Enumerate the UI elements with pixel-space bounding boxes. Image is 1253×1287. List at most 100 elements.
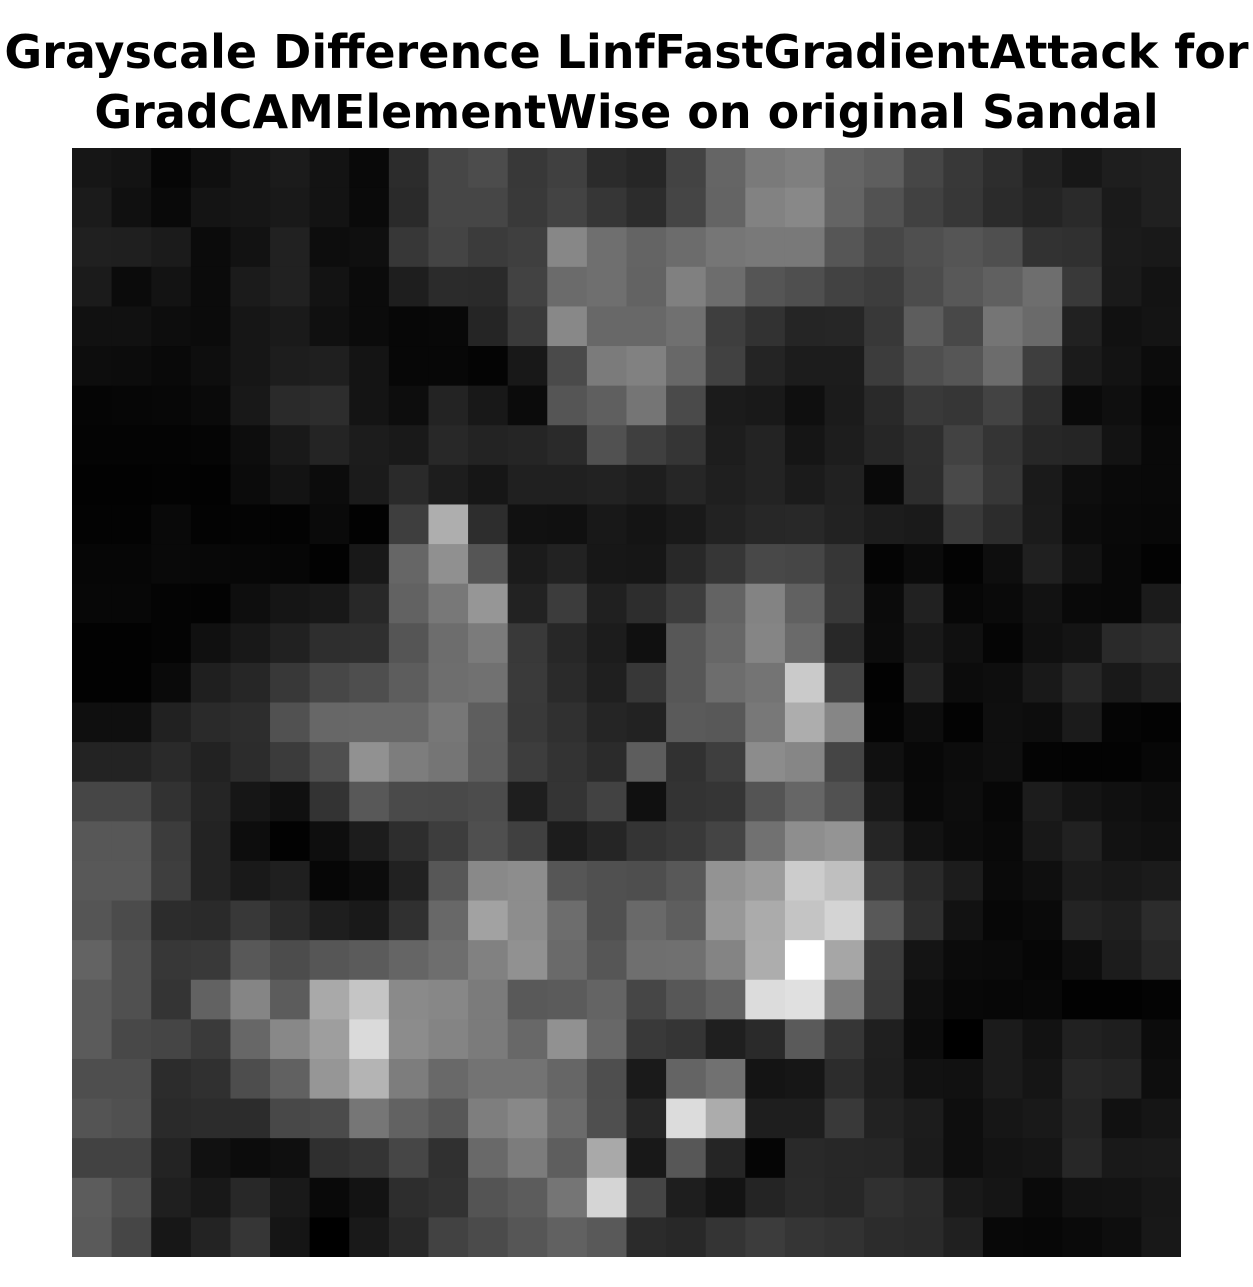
heatmap-cell bbox=[468, 979, 509, 1020]
heatmap-cell bbox=[72, 781, 113, 822]
heatmap-cell bbox=[309, 1138, 350, 1179]
heatmap-cell bbox=[824, 1138, 865, 1179]
heatmap-cell bbox=[230, 1217, 271, 1257]
heatmap-cell bbox=[1062, 425, 1103, 466]
heatmap-cell bbox=[982, 1098, 1024, 1139]
heatmap-cell bbox=[270, 821, 311, 862]
heatmap-cell bbox=[864, 187, 905, 228]
heatmap-cell bbox=[309, 623, 350, 664]
heatmap-cell bbox=[230, 781, 271, 822]
heatmap-cell bbox=[1141, 860, 1181, 902]
heatmap-cell bbox=[982, 742, 1024, 783]
heatmap-cell bbox=[864, 306, 905, 347]
heatmap-cell bbox=[784, 346, 826, 387]
heatmap-cell bbox=[705, 1177, 746, 1218]
heatmap-cell bbox=[428, 1138, 469, 1179]
heatmap-cell bbox=[190, 821, 232, 862]
heatmap-cell bbox=[349, 425, 390, 466]
heatmap-cell bbox=[745, 979, 786, 1020]
heatmap-cell bbox=[586, 544, 628, 585]
heatmap-cell bbox=[982, 1019, 1024, 1060]
heatmap-cell bbox=[309, 464, 350, 506]
heatmap-cell bbox=[626, 940, 667, 981]
heatmap-cell bbox=[903, 742, 944, 783]
heatmap-cell bbox=[745, 821, 786, 862]
heatmap-cell bbox=[903, 781, 944, 822]
heatmap-cell bbox=[190, 266, 232, 308]
heatmap-cell bbox=[784, 781, 826, 822]
heatmap-cell bbox=[349, 900, 390, 941]
heatmap-cell bbox=[1062, 1138, 1103, 1179]
heatmap-cell bbox=[982, 860, 1024, 902]
heatmap-cell bbox=[784, 425, 826, 466]
heatmap-cell bbox=[428, 464, 469, 506]
heatmap-cell bbox=[1141, 742, 1181, 783]
heatmap-cell bbox=[151, 227, 192, 268]
heatmap-cell bbox=[270, 306, 311, 347]
heatmap-cell bbox=[626, 306, 667, 347]
heatmap-cell bbox=[72, 742, 113, 783]
heatmap-cell bbox=[705, 504, 746, 545]
heatmap-cell bbox=[943, 544, 984, 585]
heatmap-cell bbox=[547, 425, 588, 466]
heatmap-cell bbox=[626, 1138, 667, 1179]
heatmap-cell bbox=[309, 781, 350, 822]
heatmap-cell bbox=[824, 148, 865, 189]
heatmap-cell bbox=[626, 1058, 667, 1100]
heatmap-cell bbox=[626, 464, 667, 506]
heatmap-cell bbox=[982, 821, 1024, 862]
heatmap-cell bbox=[388, 385, 430, 426]
heatmap-cell bbox=[388, 1177, 430, 1218]
heatmap-cell bbox=[626, 860, 667, 902]
heatmap-cell bbox=[626, 1098, 667, 1139]
heatmap-cell bbox=[982, 187, 1024, 228]
heatmap-cell bbox=[547, 940, 588, 981]
heatmap-cell bbox=[666, 1217, 707, 1257]
heatmap-cell bbox=[547, 227, 588, 268]
heatmap-cell bbox=[784, 860, 826, 902]
heatmap-cell bbox=[903, 464, 944, 506]
heatmap-cell bbox=[745, 1177, 786, 1218]
heatmap-cell bbox=[666, 821, 707, 862]
heatmap-cell bbox=[784, 940, 826, 981]
heatmap-cell bbox=[903, 346, 944, 387]
heatmap-cell bbox=[1022, 148, 1063, 189]
heatmap-cell bbox=[468, 227, 509, 268]
heatmap-cell bbox=[151, 1217, 192, 1257]
heatmap-cell bbox=[388, 1138, 430, 1179]
heatmap-cell bbox=[468, 504, 509, 545]
heatmap-cell bbox=[1022, 346, 1063, 387]
heatmap-cell bbox=[428, 306, 469, 347]
heatmap-cell bbox=[1022, 1058, 1063, 1100]
heatmap-cell bbox=[309, 1019, 350, 1060]
heatmap-cell bbox=[190, 464, 232, 506]
heatmap-cell bbox=[784, 702, 826, 743]
heatmap-cell bbox=[388, 1019, 430, 1060]
heatmap-cell bbox=[1141, 187, 1181, 228]
heatmap-cell bbox=[190, 425, 232, 466]
heatmap-cell bbox=[626, 346, 667, 387]
heatmap-cell bbox=[745, 227, 786, 268]
heatmap-cell bbox=[111, 662, 152, 704]
heatmap-cell bbox=[151, 504, 192, 545]
heatmap-cell bbox=[666, 227, 707, 268]
heatmap-cell bbox=[705, 623, 746, 664]
heatmap-cell bbox=[705, 346, 746, 387]
heatmap-cell bbox=[1141, 662, 1181, 704]
heatmap-cell bbox=[784, 266, 826, 308]
heatmap-cell bbox=[1022, 464, 1063, 506]
heatmap-cell bbox=[903, 1098, 944, 1139]
heatmap-cell bbox=[745, 742, 786, 783]
heatmap-cell bbox=[190, 742, 232, 783]
heatmap-cell bbox=[903, 1177, 944, 1218]
heatmap-cell bbox=[309, 148, 350, 189]
heatmap-cell bbox=[1101, 504, 1142, 545]
heatmap-cell bbox=[507, 227, 548, 268]
heatmap-cell bbox=[903, 227, 944, 268]
heatmap-cell bbox=[705, 227, 746, 268]
heatmap-cell bbox=[428, 346, 469, 387]
heatmap-cell bbox=[1141, 1019, 1181, 1060]
heatmap-cell bbox=[388, 940, 430, 981]
heatmap-cell bbox=[1062, 900, 1103, 941]
heatmap-cell bbox=[943, 821, 984, 862]
